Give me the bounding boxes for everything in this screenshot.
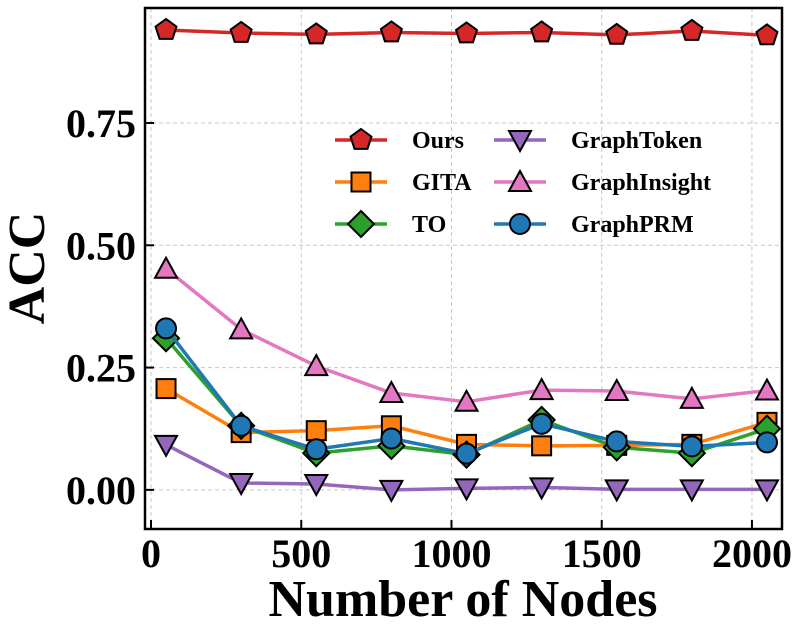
data-point-graphinsight xyxy=(228,316,254,340)
data-point-ours xyxy=(379,20,404,43)
data-point-ours xyxy=(304,22,328,45)
legend-marker-graphtoken xyxy=(507,130,533,154)
y-tick-label: 0.50 xyxy=(66,223,136,268)
data-point-graphprm xyxy=(305,438,328,461)
legend-entry-to: TO xyxy=(335,209,446,239)
legend-entry-graphinsight: GraphInsight xyxy=(494,168,711,196)
data-point-graphtoken xyxy=(153,434,179,458)
legend-label-gita: GITA xyxy=(412,170,472,196)
data-point-graphinsight xyxy=(453,388,480,412)
data-point-ours xyxy=(680,18,704,41)
legend-entry-graphprm: GraphPRM xyxy=(494,212,694,238)
series-graphprm xyxy=(155,317,778,465)
legend-entry-graphtoken: GraphToken xyxy=(494,128,702,154)
data-point-ours xyxy=(154,17,178,40)
data-point-graphinsight xyxy=(679,385,705,409)
data-point-graphinsight xyxy=(153,255,179,279)
data-point-graphprm xyxy=(680,435,703,458)
x-tick-label: 500 xyxy=(271,531,331,576)
plot-frame xyxy=(143,6,784,531)
series-graphinsight xyxy=(153,255,780,412)
legend-label-graphprm: GraphPRM xyxy=(571,212,694,238)
x-tick-label: 2000 xyxy=(712,531,792,576)
data-point-graphinsight xyxy=(754,377,780,401)
y-axis-title: ACC xyxy=(0,212,56,325)
series-layer xyxy=(151,17,782,503)
legend-marker-to xyxy=(346,209,376,239)
data-point-graphprm xyxy=(455,442,478,465)
data-point-gita xyxy=(155,378,177,400)
legend-label-to: TO xyxy=(412,212,446,238)
x-axis-title: Number of Nodes xyxy=(268,571,657,628)
data-point-graphtoken xyxy=(679,479,705,503)
data-point-graphprm xyxy=(605,430,628,453)
axis-ticks: 0 500 1000 1500 2000 0.00 0.25 0.50 0.75 xyxy=(66,101,792,576)
legend: Ours GITA TO GraphToken GraphInsight GraphPRM xyxy=(335,127,711,239)
y-tick-label: 0.25 xyxy=(66,346,136,391)
legend-label-graphinsight: GraphInsight xyxy=(571,170,711,196)
data-point-graphprm xyxy=(530,412,553,435)
legend-entry-gita: GITA xyxy=(335,170,472,196)
data-point-graphinsight xyxy=(604,377,630,402)
data-point-graphtoken xyxy=(378,479,405,503)
data-point-graphtoken xyxy=(303,473,329,498)
data-point-graphtoken xyxy=(754,479,780,503)
legend-marker-graphprm xyxy=(509,213,531,235)
series-ours xyxy=(154,17,779,46)
legend-marker-ours xyxy=(349,127,373,150)
y-tick-label: 0.75 xyxy=(66,101,136,146)
legend-label-ours: Ours xyxy=(412,128,464,154)
data-point-graphprm xyxy=(230,414,253,437)
x-tick-label: 1500 xyxy=(562,531,642,576)
data-point-graphprm xyxy=(755,431,778,454)
data-point-graphtoken xyxy=(453,478,480,502)
legend-entry-ours: Ours xyxy=(335,127,464,154)
data-point-graphprm xyxy=(380,427,403,450)
data-point-ours xyxy=(454,21,479,44)
data-point-graphinsight xyxy=(378,379,405,404)
data-point-graphprm xyxy=(155,317,178,340)
data-point-graphtoken xyxy=(604,479,630,503)
data-point-gita xyxy=(531,435,553,457)
y-tick-label: 0.00 xyxy=(66,468,136,513)
data-point-graphinsight xyxy=(528,376,555,401)
data-point-graphtoken xyxy=(528,477,555,501)
legend-label-graphtoken: GraphToken xyxy=(571,128,702,154)
data-point-graphinsight xyxy=(303,353,329,377)
data-point-ours xyxy=(229,20,253,43)
legend-marker-gita xyxy=(350,171,372,193)
data-point-graphtoken xyxy=(228,473,254,497)
series-line-graphinsight xyxy=(164,267,768,404)
data-point-ours xyxy=(529,20,554,43)
series-graphtoken xyxy=(153,434,780,503)
legend-marker-graphinsight xyxy=(507,168,533,192)
x-tick-label: 1000 xyxy=(411,531,491,576)
data-point-ours xyxy=(755,23,779,46)
x-tick-label: 0 xyxy=(141,531,161,576)
data-point-gita xyxy=(305,420,327,442)
data-point-ours xyxy=(605,22,629,45)
